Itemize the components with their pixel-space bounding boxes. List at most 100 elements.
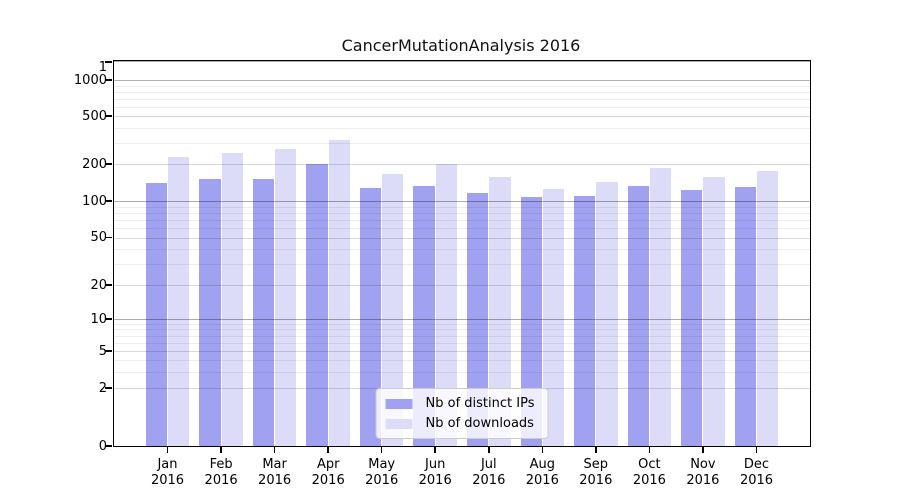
bar-downloads-sep	[596, 182, 618, 446]
x-tick-mark-feb	[220, 446, 222, 453]
x-tick-label-apr: Apr 2016	[311, 457, 345, 488]
x-tick-label-jul: Jul 2016	[472, 457, 506, 488]
gridline-1000	[114, 80, 810, 81]
x-tick-mark-jun	[434, 446, 436, 453]
gridline-600	[114, 106, 810, 108]
y-tick-label-2: 2	[98, 380, 107, 396]
x-tick-mark-nov	[702, 446, 704, 453]
bars-layer	[114, 61, 810, 446]
bar-distinct-ips-feb	[199, 179, 221, 446]
x-tick-label-sep: Sep 2016	[579, 457, 613, 488]
gridline-50	[114, 237, 810, 239]
bar-distinct-ips-sep	[574, 195, 596, 446]
gridline-700	[114, 98, 810, 100]
bar-downloads-feb	[221, 153, 243, 446]
gridline-10	[114, 319, 810, 320]
y-tick-mark-1	[105, 61, 112, 63]
legend: Nb of distinct IPs Nb of downloads	[375, 388, 549, 439]
x-tick-mark-aug	[541, 446, 544, 453]
x-tick-mark-mar	[273, 446, 276, 453]
y-tick-label-20: 20	[90, 277, 107, 293]
legend-label-downloads: Nb of downloads	[425, 416, 534, 431]
x-tick-mark-jul	[488, 446, 490, 453]
grid-layer	[114, 61, 810, 446]
bar-downloads-oct	[649, 167, 672, 446]
gridline-80	[114, 212, 810, 214]
x-tick-mark-dec	[755, 446, 758, 453]
y-tick-mark-500	[105, 115, 112, 117]
y-tick-mark-100	[105, 200, 112, 202]
bar-downloads-nov	[703, 176, 725, 446]
gridline-800	[114, 91, 810, 93]
bar-distinct-ips-jun	[413, 186, 435, 446]
bar-downloads-may	[382, 173, 404, 446]
y-tick-label-1000: 1000	[73, 72, 107, 88]
y-tick-mark-20	[105, 284, 112, 286]
x-tick-mark-apr	[327, 446, 329, 453]
y-tick-mark-10	[105, 318, 112, 320]
gridline-200	[114, 164, 810, 165]
bar-distinct-ips-mar	[252, 178, 275, 446]
legend-swatch-downloads	[385, 418, 413, 429]
gridline-4	[114, 360, 810, 361]
gridline-5	[114, 351, 810, 352]
x-tick-label-feb: Feb 2016	[204, 457, 238, 488]
plot-area: 0 1 2 5 10 20 50 100 200 500 1000 Jan 2016 Feb 2016 Mar…	[74, 60, 811, 488]
gridline-100	[114, 201, 810, 202]
gridline-7	[114, 335, 810, 337]
gridline-500	[114, 116, 810, 117]
x-tick-label-dec: Dec 2016	[739, 457, 774, 488]
gridline-40	[114, 249, 810, 251]
y-tick-label-10: 10	[90, 311, 107, 327]
x-tick-label-mar: Mar 2016	[258, 457, 292, 488]
bar-downloads-apr	[328, 139, 350, 446]
gridline-1	[114, 61, 810, 62]
gridline-6	[114, 342, 810, 344]
y-tick-label-500: 500	[82, 108, 107, 124]
gridline-300	[114, 142, 810, 144]
chart-title: CancerMutationAnalysis 2016	[341, 36, 581, 55]
y-tick-mark-1000	[105, 79, 112, 81]
bar-distinct-ips-oct	[627, 185, 649, 446]
x-tick-label-jan: Jan 2016	[150, 457, 185, 488]
y-tick-label-5: 5	[98, 343, 107, 359]
axis-layer: 0 1 2 5 10 20 50 100 200 500 1000 Jan 2016 Feb 2016 Mar…	[74, 61, 810, 488]
y-tick-label-100: 100	[82, 193, 107, 209]
legend-label-distinct-ips: Nb of distinct IPs	[425, 396, 535, 411]
x-tick-label-aug: Aug 2016	[525, 457, 559, 488]
y-tick-mark-2	[105, 387, 112, 389]
legend-swatch-distinct-ips	[385, 398, 413, 409]
bar-distinct-ips-apr	[306, 163, 328, 446]
x-tick-mark-sep	[595, 446, 597, 453]
bar-downloads-jul	[489, 176, 511, 446]
y-tick-label-200: 200	[82, 156, 107, 172]
y-tick-mark-200	[105, 163, 112, 165]
y-tick-mark-5	[105, 350, 112, 352]
legend-item-downloads: Nb of downloads	[385, 416, 535, 431]
x-tick-label-may: May 2016	[365, 457, 399, 488]
x-tick-label-oct: Oct 2016	[632, 457, 666, 488]
gridline-8	[114, 329, 810, 331]
y-tick-label-1: 1	[98, 60, 107, 75]
gridline-900	[114, 85, 810, 87]
bar-downloads-aug	[542, 188, 565, 446]
y-tick-label-0: 0	[98, 438, 107, 454]
gridline-70	[114, 219, 810, 221]
bar-distinct-ips-jul	[467, 193, 489, 446]
bar-downloads-jun	[435, 163, 457, 446]
bar-downloads-mar	[275, 149, 297, 446]
y-tick-label-50: 50	[90, 230, 107, 245]
bar-distinct-ips-nov	[681, 190, 703, 446]
x-tick-mark-oct	[648, 446, 651, 453]
gridline-20	[114, 285, 810, 286]
gridline-3	[114, 371, 810, 373]
x-tick-mark-may	[380, 446, 383, 453]
gridline-9	[114, 323, 810, 325]
legend-item-distinct-ips: Nb of distinct IPs	[385, 396, 535, 411]
x-tick-label-jun: Jun 2016	[418, 457, 452, 488]
x-tick-label-nov: Nov 2016	[686, 457, 720, 488]
gridline-90	[114, 206, 810, 208]
bar-distinct-ips-may	[359, 187, 382, 446]
gridline-400	[114, 127, 810, 129]
